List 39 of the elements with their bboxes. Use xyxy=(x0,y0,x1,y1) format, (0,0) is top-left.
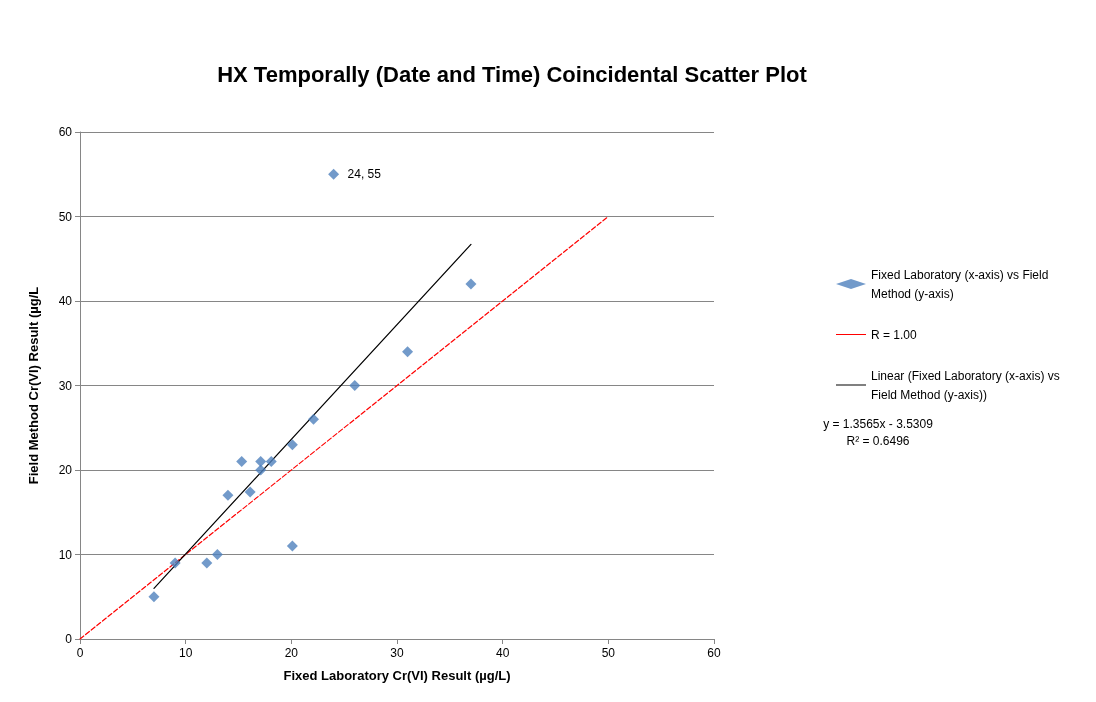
x-tick-label: 10 xyxy=(178,646,193,660)
y-axis-title: Field Method Cr(VI) Result (µg/L xyxy=(26,286,41,485)
point xyxy=(211,549,223,560)
x-tick-label: 40 xyxy=(495,646,510,660)
point xyxy=(402,346,414,358)
x-tick-label: 50 xyxy=(601,646,616,660)
x-tick-label: 60 xyxy=(707,646,721,660)
annotation: 24, 55 xyxy=(347,167,382,182)
x-axis-title: Fixed Laboratory Cr(VI) Result (µg/L) xyxy=(283,668,511,683)
point xyxy=(286,439,298,451)
point xyxy=(265,456,277,468)
y-tick-label: 50 xyxy=(58,209,73,224)
x-tick-label: 30 xyxy=(390,646,404,660)
x-tick-label: 20 xyxy=(284,646,299,660)
point xyxy=(349,380,361,391)
legend-label: Linear (Fixed Laboratory (x-axis) vs Field Method (y-axis)) xyxy=(871,368,1064,402)
point xyxy=(255,464,267,476)
y-tick-label: 60 xyxy=(58,125,73,139)
text: y = 1.3565x - 3.5309 R² = 0.6496 xyxy=(823,416,934,448)
point xyxy=(255,456,267,468)
y-tick-label: 20 xyxy=(58,463,73,477)
point xyxy=(148,591,160,603)
y-tick-label: 40 xyxy=(58,294,73,308)
point xyxy=(222,489,234,501)
point xyxy=(244,486,256,498)
point xyxy=(465,278,477,290)
point xyxy=(169,557,181,569)
point xyxy=(308,413,320,425)
y-tick-label: 10 xyxy=(58,547,73,562)
point xyxy=(201,557,213,569)
chart-title: HX Temporally (Date and Time) Coincidental Scatter Plot xyxy=(217,61,808,87)
point xyxy=(236,456,248,468)
y-tick-label: 30 xyxy=(58,378,73,393)
legend-label: R = 1.00 xyxy=(871,327,918,342)
x-tick-label: 0 xyxy=(76,646,84,660)
y-tick-label: 0 xyxy=(65,632,73,646)
legend-label: Fixed Laboratory (x-axis) vs Field Method (y-axis) xyxy=(871,267,1052,301)
point xyxy=(328,168,340,180)
point xyxy=(286,540,298,552)
